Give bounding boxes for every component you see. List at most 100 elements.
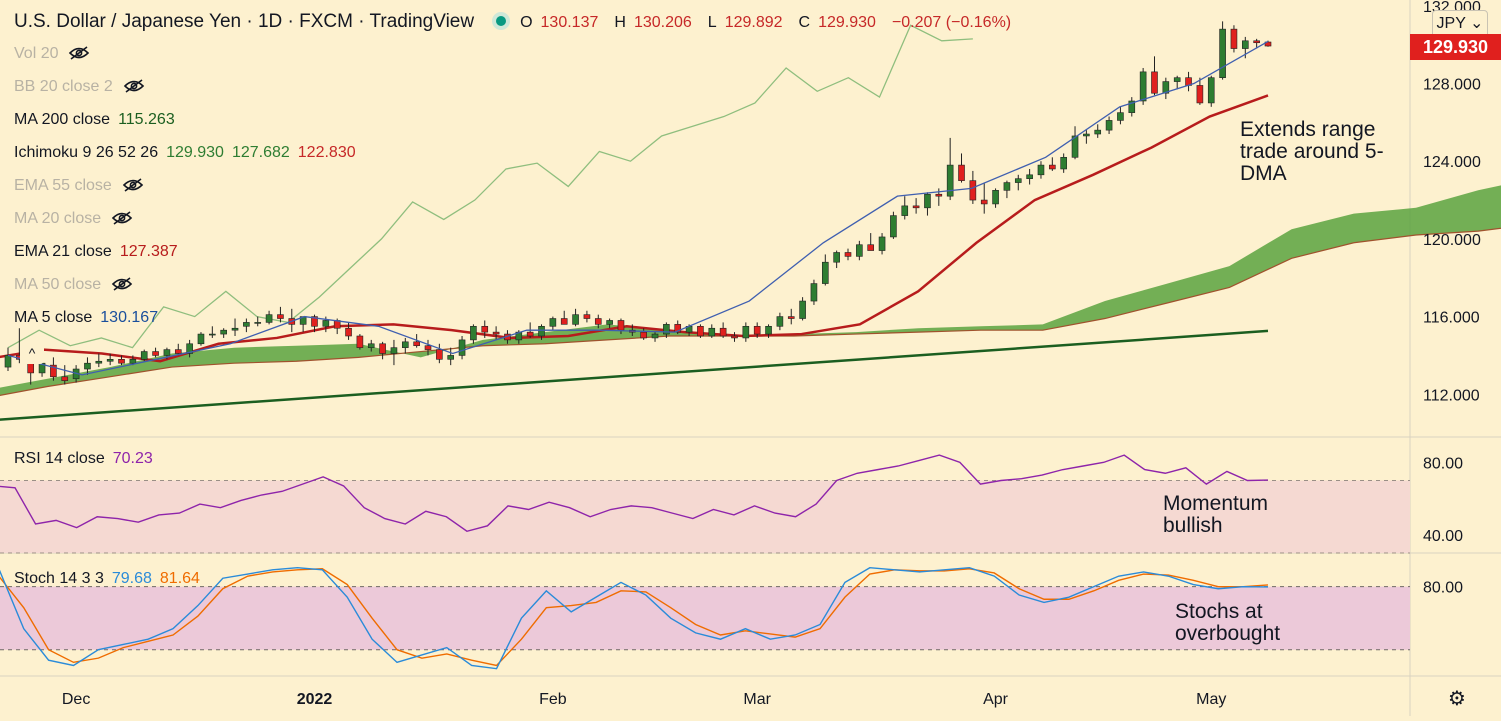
candle <box>731 335 738 339</box>
candle <box>106 359 114 362</box>
annotation-stoch: Stochs at overbought <box>1175 600 1281 645</box>
legend-stoch[interactable]: Stoch 14 3 3 79.68 81.64 <box>14 570 200 587</box>
legend-ma200[interactable]: MA 200 close 115.263 <box>14 111 175 128</box>
candle <box>719 327 727 337</box>
candle <box>878 236 886 251</box>
candle <box>810 283 818 302</box>
candle <box>1253 40 1260 44</box>
legend-ichimoku[interactable]: Ichimoku 9 26 52 26 129.930 127.682 122.830 <box>14 144 356 161</box>
rsi-tick-label: 80.00 <box>1423 455 1463 472</box>
candle <box>980 199 988 205</box>
hidden-eye-icon[interactable] <box>122 178 144 192</box>
legend-vol[interactable]: Vol 20 <box>14 45 90 63</box>
candle <box>821 261 829 284</box>
candle <box>606 320 613 325</box>
stoch-d-line <box>0 568 1269 667</box>
candle <box>1014 178 1022 183</box>
time-tick-label: Dec <box>62 691 90 708</box>
candle <box>924 193 931 209</box>
candle <box>1071 135 1079 158</box>
candle <box>447 355 455 360</box>
legend-bb[interactable]: BB 20 close 2 <box>14 78 145 96</box>
hidden-eye-icon[interactable] <box>111 211 133 225</box>
candle <box>538 325 545 337</box>
candle <box>152 351 159 356</box>
candle <box>95 360 103 364</box>
candle <box>958 164 965 181</box>
candle <box>867 244 875 251</box>
candle <box>583 314 591 319</box>
candle <box>765 325 772 335</box>
candle <box>742 325 750 339</box>
currency-selector[interactable]: JPY ⌄ <box>1432 10 1488 38</box>
candle <box>1128 100 1136 113</box>
candle <box>50 364 57 378</box>
candle <box>401 341 409 348</box>
candle <box>1139 71 1147 102</box>
candle <box>787 316 795 319</box>
candle <box>197 333 205 345</box>
candle <box>243 322 250 327</box>
annotation-price: Extends range trade around 5-DMA <box>1240 118 1384 185</box>
candle <box>1151 71 1158 94</box>
candle <box>1094 129 1102 135</box>
time-tick-label: May <box>1196 691 1226 708</box>
candle <box>424 345 432 350</box>
candle <box>549 318 557 327</box>
candle <box>458 339 466 356</box>
ichimoku-cloud <box>0 185 1501 396</box>
hidden-eye-icon[interactable] <box>123 79 145 93</box>
candle <box>254 322 262 324</box>
ohlc-readout: O 130.137 H 130.206 L 129.892 C 129.930 −0.207 (… <box>520 14 1012 31</box>
candle <box>753 325 761 335</box>
candle <box>1083 133 1090 137</box>
symbol-title[interactable]: U.S. Dollar / Japanese Yen · 1D · FXCM ·… <box>14 11 475 32</box>
time-tick-label: Feb <box>539 691 567 708</box>
candle <box>1162 81 1170 94</box>
candle <box>4 355 12 368</box>
candle <box>1037 164 1045 176</box>
gear-icon[interactable]: ⚙ <box>1448 688 1466 710</box>
candle <box>663 324 670 335</box>
candle <box>231 327 239 331</box>
candle <box>379 343 386 354</box>
candle <box>799 300 806 319</box>
candle <box>697 325 704 337</box>
candle <box>186 343 193 354</box>
stoch-tick-label: 80.00 <box>1423 580 1463 597</box>
hidden-eye-icon[interactable] <box>68 46 90 60</box>
legend-ma20[interactable]: MA 20 close <box>14 210 133 228</box>
candle <box>572 314 579 325</box>
candle <box>992 190 999 205</box>
chart-header: U.S. Dollar / Japanese Yen · 1D · FXCM ·… <box>14 11 1019 33</box>
price-tick-label: 116.000 <box>1423 310 1480 327</box>
price-tick-label: 124.000 <box>1423 154 1481 171</box>
candle <box>640 331 647 339</box>
annotation-rsi: Momentum bullish <box>1163 492 1269 537</box>
legend-ema21[interactable]: EMA 21 close 127.387 <box>14 243 178 260</box>
market-status-icon <box>496 15 507 26</box>
candle <box>129 359 137 364</box>
candle <box>311 316 318 327</box>
candle <box>674 324 682 333</box>
candle <box>390 347 398 354</box>
legend-rsi[interactable]: RSI 14 close 70.23 <box>14 450 153 467</box>
candle <box>901 205 909 216</box>
legend-ma5[interactable]: MA 5 close 130.167 <box>14 309 159 326</box>
collapse-legend-button[interactable]: ^ <box>20 342 44 364</box>
candle <box>1241 40 1249 49</box>
stoch-band <box>0 586 1410 650</box>
candle <box>844 252 852 257</box>
candle <box>1207 77 1215 104</box>
ema21-line <box>0 94 1269 363</box>
candle <box>969 180 977 201</box>
rsi-line <box>0 454 1269 533</box>
candle <box>1003 182 1011 191</box>
legend-ma50[interactable]: MA 50 close <box>14 276 133 294</box>
legend-ema55[interactable]: EMA 55 close <box>14 177 144 195</box>
time-tick-label: Mar <box>743 691 771 708</box>
last-price-badge: 129.930 <box>1410 34 1501 60</box>
hidden-eye-icon[interactable] <box>111 277 133 291</box>
